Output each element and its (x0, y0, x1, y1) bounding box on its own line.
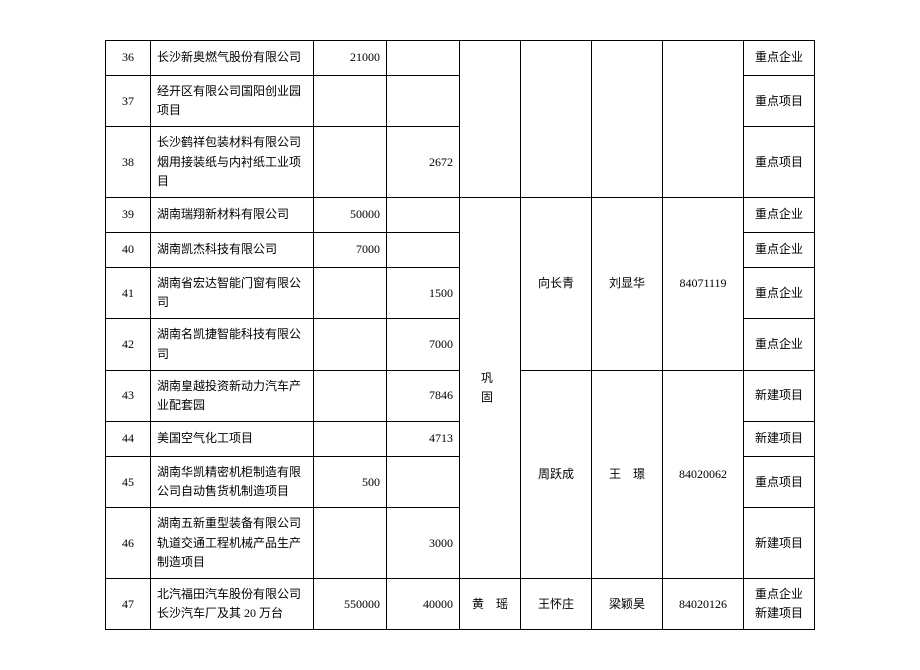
cell-value1: 7000 (314, 232, 387, 267)
cell-name: 长沙鹤祥包装材料有限公司烟用接装纸与内衬纸工业项目 (151, 127, 314, 198)
cell-group: 黄 瑶 (460, 579, 521, 630)
cell-index: 44 (106, 422, 151, 457)
cell-tel: 84020126 (663, 579, 744, 630)
cell-tag: 重点企业 (744, 319, 815, 370)
cell-group (460, 41, 521, 198)
cell-index: 45 (106, 457, 151, 508)
cell-index: 42 (106, 319, 151, 370)
cell-person1: 王怀庄 (521, 579, 592, 630)
cell-value1: 500 (314, 457, 387, 508)
cell-name: 湖南瑞翔新材料有限公司 (151, 197, 314, 232)
cell-person1 (521, 41, 592, 198)
cell-tag: 重点项目 (744, 127, 815, 198)
cell-tag: 重点企业 新建项目 (744, 579, 815, 630)
cell-tag: 重点项目 (744, 76, 815, 127)
cell-value2: 2672 (387, 127, 460, 198)
cell-tag: 重点企业 (744, 232, 815, 267)
table-row: 39 湖南瑞翔新材料有限公司 50000 巩 固 向长青 刘显华 8407111… (106, 197, 815, 232)
cell-name: 湖南凯杰科技有限公司 (151, 232, 314, 267)
cell-value2 (387, 197, 460, 232)
cell-tag: 重点企业 (744, 197, 815, 232)
cell-index: 38 (106, 127, 151, 198)
cell-person2: 刘显华 (592, 197, 663, 370)
cell-value2 (387, 232, 460, 267)
cell-tag: 重点企业 (744, 41, 815, 76)
cell-person1: 向长青 (521, 197, 592, 370)
cell-value2 (387, 457, 460, 508)
cell-index: 41 (106, 267, 151, 318)
cell-index: 39 (106, 197, 151, 232)
cell-value1 (314, 76, 387, 127)
cell-name: 湖南省宏达智能门窗有限公司 (151, 267, 314, 318)
cell-name: 湖南名凯捷智能科技有限公司 (151, 319, 314, 370)
cell-value2: 7000 (387, 319, 460, 370)
cell-value1: 550000 (314, 579, 387, 630)
cell-tel: 84020062 (663, 370, 744, 578)
cell-name: 经开区有限公司国阳创业园项目 (151, 76, 314, 127)
cell-value1: 50000 (314, 197, 387, 232)
cell-value2: 7846 (387, 370, 460, 421)
cell-name: 湖南皇越投资新动力汽车产业配套园 (151, 370, 314, 421)
cell-tel: 84071119 (663, 197, 744, 370)
cell-value1 (314, 508, 387, 579)
cell-name: 美国空气化工项目 (151, 422, 314, 457)
cell-value1 (314, 127, 387, 198)
cell-index: 37 (106, 76, 151, 127)
cell-tel (663, 41, 744, 198)
cell-value1 (314, 422, 387, 457)
cell-person2: 梁颖昊 (592, 579, 663, 630)
cell-person2: 王 璟 (592, 370, 663, 578)
cell-name: 湖南华凯精密机柜制造有限公司自动售货机制造项目 (151, 457, 314, 508)
table-row: 36 长沙新奥燃气股份有限公司 21000 重点企业 (106, 41, 815, 76)
cell-person1: 周跃成 (521, 370, 592, 578)
cell-index: 46 (106, 508, 151, 579)
cell-value2: 40000 (387, 579, 460, 630)
cell-value1 (314, 267, 387, 318)
cell-tag: 新建项目 (744, 508, 815, 579)
cell-value2 (387, 76, 460, 127)
cell-index: 40 (106, 232, 151, 267)
cell-name: 长沙新奥燃气股份有限公司 (151, 41, 314, 76)
cell-name: 湖南五新重型装备有限公司轨道交通工程机械产品生产制造项目 (151, 508, 314, 579)
cell-value2: 3000 (387, 508, 460, 579)
cell-value2: 1500 (387, 267, 460, 318)
cell-index: 36 (106, 41, 151, 76)
cell-tag: 重点项目 (744, 457, 815, 508)
cell-person2 (592, 41, 663, 198)
table-row: 47 北汽福田汽车股份有限公司长沙汽车厂及其 20 万台 550000 4000… (106, 579, 815, 630)
cell-tag: 重点企业 (744, 267, 815, 318)
cell-value2: 4713 (387, 422, 460, 457)
cell-index: 43 (106, 370, 151, 421)
cell-tag: 新建项目 (744, 370, 815, 421)
data-table: 36 长沙新奥燃气股份有限公司 21000 重点企业 37 经开区有限公司国阳创… (105, 40, 815, 630)
cell-index: 47 (106, 579, 151, 630)
cell-value1 (314, 370, 387, 421)
cell-group-label: 巩 固 (460, 197, 521, 578)
cell-name: 北汽福田汽车股份有限公司长沙汽车厂及其 20 万台 (151, 579, 314, 630)
cell-value1 (314, 319, 387, 370)
cell-tag: 新建项目 (744, 422, 815, 457)
cell-value2 (387, 41, 460, 76)
cell-value1: 21000 (314, 41, 387, 76)
